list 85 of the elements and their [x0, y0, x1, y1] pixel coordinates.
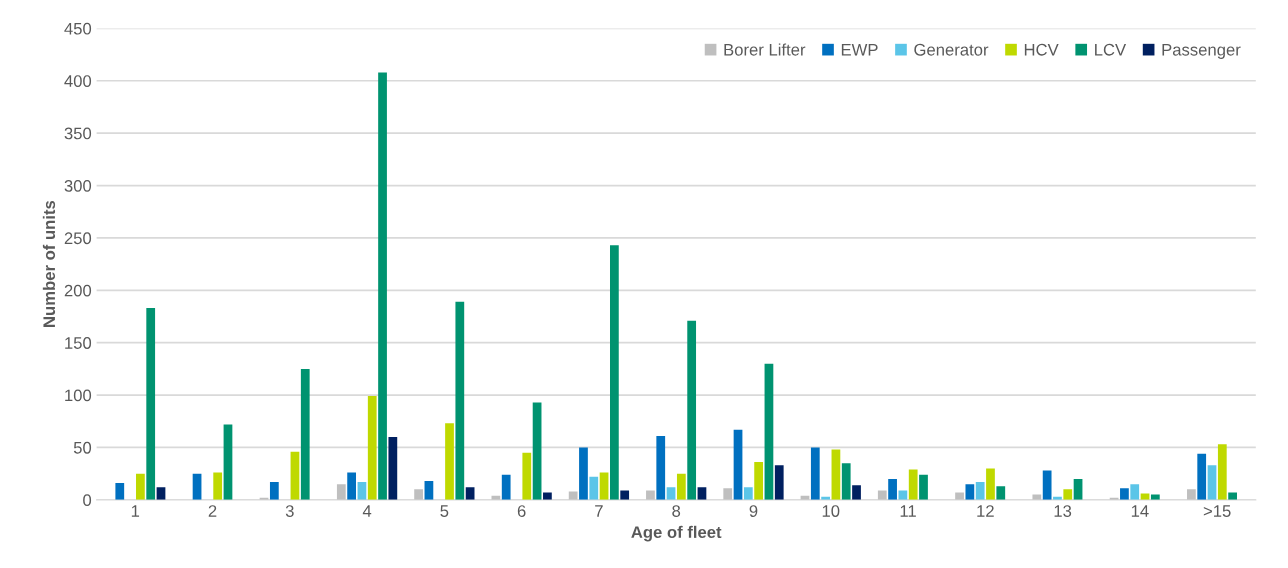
y-tick-label: 100 — [65, 389, 92, 402]
bar — [676, 473, 686, 500]
bar — [223, 424, 233, 500]
legend-label: EWP — [841, 44, 878, 56]
bar — [1217, 444, 1227, 500]
y-tick-label: 150 — [65, 337, 92, 349]
bar — [965, 484, 975, 500]
bar — [367, 396, 377, 500]
y-tick-label: 0 — [83, 494, 92, 507]
legend-label: Borer Lifter — [724, 43, 806, 56]
x-tick-label: 1 — [131, 505, 140, 517]
legend-label: Passenger — [1162, 44, 1241, 59]
bar — [841, 463, 851, 500]
bar — [589, 476, 599, 500]
bar — [877, 490, 887, 500]
legend-label: LCV — [1095, 43, 1127, 56]
bar — [620, 490, 630, 500]
x-tick-label: 10 — [822, 505, 840, 517]
x-tick-label: 14 — [1131, 505, 1149, 517]
bar — [733, 429, 743, 500]
bar — [378, 72, 387, 500]
bar — [1207, 465, 1217, 500]
legend-label: HCV — [1024, 43, 1059, 56]
bar — [656, 435, 666, 500]
bar — [1042, 470, 1052, 500]
bar — [136, 473, 145, 500]
bar — [646, 490, 655, 500]
y-tick-label: 200 — [64, 284, 92, 297]
bar — [336, 484, 346, 500]
bar — [579, 447, 588, 500]
legend-label: Generator — [914, 43, 989, 56]
y-tick-label: 50 — [73, 441, 92, 454]
bar — [1120, 488, 1129, 500]
bar — [532, 402, 542, 500]
bar — [852, 485, 861, 500]
bar — [388, 436, 398, 500]
x-axis-title: Age of fleet — [631, 525, 722, 542]
bar — [522, 452, 532, 500]
x-tick-label: 11 — [900, 505, 916, 517]
x-tick-label: 7 — [595, 505, 603, 517]
y-tick-label: 400 — [64, 75, 92, 87]
bar — [1187, 489, 1196, 500]
bar — [300, 368, 310, 500]
x-tick-label: 8 — [672, 505, 681, 517]
bar — [213, 472, 223, 500]
bar — [743, 487, 753, 500]
bar — [455, 301, 465, 500]
bar — [146, 308, 156, 500]
x-tick-label: 2 — [208, 505, 217, 517]
bar — [568, 491, 578, 500]
bar — [888, 478, 897, 500]
bar — [919, 474, 928, 500]
bar — [986, 468, 995, 500]
y-tick-label: 250 — [64, 232, 92, 245]
bar — [445, 423, 454, 500]
x-tick-label: 5 — [440, 505, 449, 517]
y-axis-title: Number of units — [42, 200, 56, 327]
bar — [996, 486, 1006, 500]
y-tick-label: 300 — [64, 179, 92, 192]
bar — [1197, 453, 1207, 500]
bar — [723, 488, 733, 500]
bar — [1130, 484, 1140, 500]
x-tick-label: 13 — [1054, 505, 1072, 517]
bar — [269, 482, 279, 500]
bar — [908, 469, 918, 500]
x-tick-label: 12 — [977, 505, 994, 517]
bar — [414, 489, 423, 500]
x-tick-label: 9 — [749, 505, 758, 517]
bar — [115, 483, 125, 500]
x-tick-label: 6 — [517, 505, 526, 517]
x-tick-label: >15 — [1203, 505, 1231, 517]
y-tick-label: 350 — [64, 127, 92, 140]
bar — [810, 447, 820, 500]
bar — [1063, 489, 1073, 500]
x-tick-label: 3 — [285, 505, 294, 517]
bar — [774, 465, 784, 500]
bar — [501, 474, 511, 500]
bar — [764, 363, 774, 500]
bar — [687, 320, 697, 500]
bar — [754, 462, 764, 500]
bar — [610, 245, 619, 500]
bar — [975, 482, 985, 500]
y-tick-label: 450 — [64, 22, 92, 35]
x-tick-label: 4 — [362, 505, 372, 517]
bar — [347, 472, 356, 500]
